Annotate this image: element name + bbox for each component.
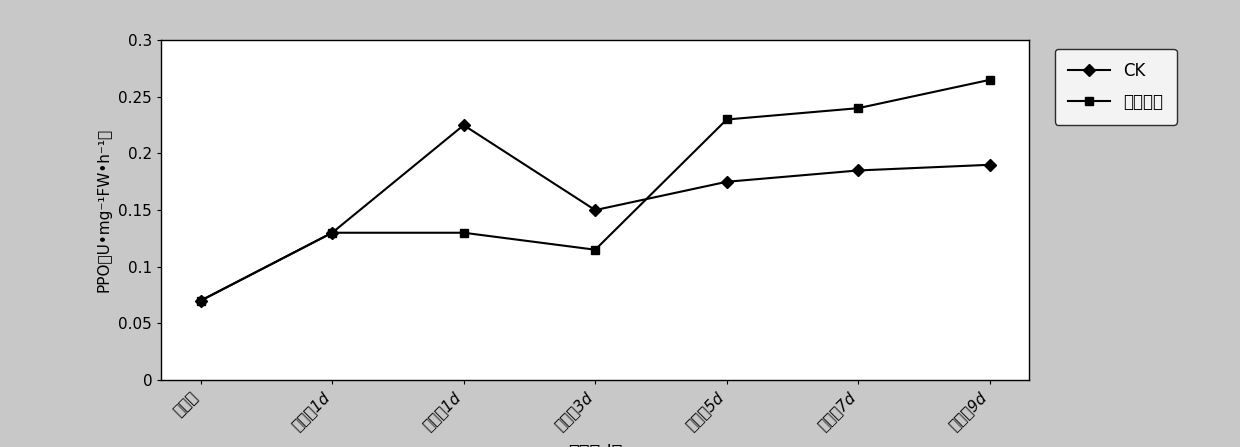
CK [982,162,997,168]
野菊多糖 [588,247,603,253]
野菊多糖 [982,77,997,83]
CK [719,179,734,185]
Line: 野菊多糖: 野菊多糖 [196,76,994,305]
Y-axis label: PPO（U•mg⁻¹FW•h⁻¹）: PPO（U•mg⁻¹FW•h⁻¹） [97,128,112,292]
野菊多糖 [719,117,734,122]
野菊多糖 [325,230,340,236]
野菊多糖 [851,105,866,111]
CK [456,122,471,128]
野菊多糖 [193,298,208,304]
CK [851,168,866,173]
CK [193,298,208,304]
CK [588,207,603,213]
Legend: CK, 野菊多糖: CK, 野菊多糖 [1055,49,1177,125]
CK [325,230,340,236]
X-axis label: 时间（d）: 时间（d） [568,444,622,447]
Line: CK: CK [196,121,994,305]
野菊多糖 [456,230,471,236]
